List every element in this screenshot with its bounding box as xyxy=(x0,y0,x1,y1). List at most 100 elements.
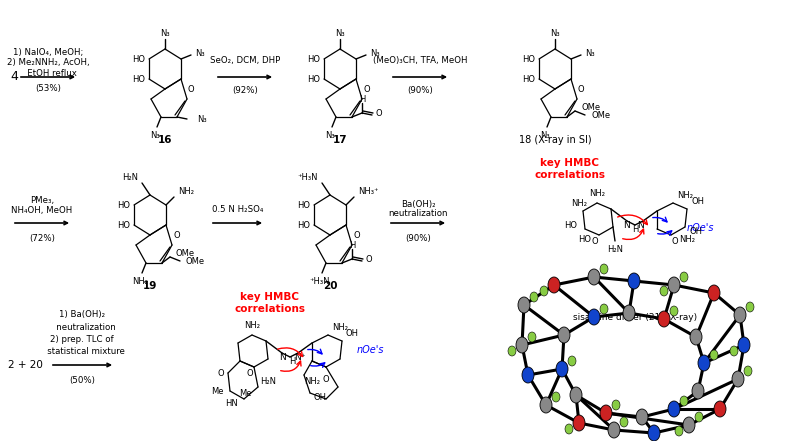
Ellipse shape xyxy=(530,292,538,302)
Text: HO: HO xyxy=(117,220,130,229)
Text: EtOH reflux: EtOH reflux xyxy=(19,68,77,78)
Ellipse shape xyxy=(600,264,608,274)
Ellipse shape xyxy=(708,285,720,301)
Text: (53%): (53%) xyxy=(35,83,61,93)
Ellipse shape xyxy=(734,307,746,323)
Text: NH₂: NH₂ xyxy=(571,198,587,208)
Text: HO: HO xyxy=(297,201,310,209)
Ellipse shape xyxy=(648,425,660,441)
Text: Ba(OH)₂: Ba(OH)₂ xyxy=(400,199,435,209)
Text: H₂N: H₂N xyxy=(260,377,276,385)
Text: key HMBC: key HMBC xyxy=(240,292,300,302)
Ellipse shape xyxy=(695,412,703,422)
Text: O: O xyxy=(217,369,224,377)
Ellipse shape xyxy=(612,400,620,410)
Text: NH₂: NH₂ xyxy=(178,187,194,195)
Text: N₃: N₃ xyxy=(160,29,170,37)
Text: 2) prep. TLC of: 2) prep. TLC of xyxy=(50,335,114,344)
Text: OH: OH xyxy=(346,329,359,337)
Ellipse shape xyxy=(623,305,635,321)
Text: (50%): (50%) xyxy=(69,377,95,385)
Text: NH₂: NH₂ xyxy=(244,321,260,329)
Text: OMe: OMe xyxy=(591,111,610,120)
Text: neutralization: neutralization xyxy=(48,322,116,332)
Text: N: N xyxy=(279,352,285,362)
Text: H₂N: H₂N xyxy=(607,244,623,254)
Text: ⁺H₃N: ⁺H₃N xyxy=(310,277,330,285)
Ellipse shape xyxy=(668,277,680,293)
Text: O: O xyxy=(173,231,179,239)
Text: H: H xyxy=(348,240,355,250)
Ellipse shape xyxy=(600,304,608,314)
Ellipse shape xyxy=(565,424,573,434)
Text: nOe's: nOe's xyxy=(686,223,714,233)
Ellipse shape xyxy=(710,350,718,360)
Ellipse shape xyxy=(540,286,548,296)
Ellipse shape xyxy=(508,346,516,356)
Text: neutralization: neutralization xyxy=(388,209,448,218)
Text: O: O xyxy=(353,231,360,239)
Ellipse shape xyxy=(516,337,528,353)
Ellipse shape xyxy=(540,397,552,413)
Ellipse shape xyxy=(668,401,680,417)
Text: N₃: N₃ xyxy=(325,131,335,139)
Ellipse shape xyxy=(683,417,695,433)
Ellipse shape xyxy=(738,337,750,353)
Ellipse shape xyxy=(556,361,568,377)
Text: PMe₃,: PMe₃, xyxy=(30,195,54,205)
Text: (MeO)₃CH, TFA, MeOH: (MeO)₃CH, TFA, MeOH xyxy=(372,56,467,64)
Text: HO: HO xyxy=(132,75,145,83)
Text: O: O xyxy=(592,236,598,246)
Text: N₃: N₃ xyxy=(197,115,207,123)
Text: O: O xyxy=(363,85,369,93)
Text: 19: 19 xyxy=(143,281,157,291)
Text: N₃: N₃ xyxy=(540,131,549,139)
Ellipse shape xyxy=(658,311,670,327)
Text: NH₂: NH₂ xyxy=(677,191,693,199)
Text: HN: HN xyxy=(225,399,238,407)
Text: OMe: OMe xyxy=(176,248,195,258)
Text: H₂N: H₂N xyxy=(122,172,138,182)
Ellipse shape xyxy=(636,409,648,425)
Ellipse shape xyxy=(620,417,628,427)
Text: NH₄OH, MeOH: NH₄OH, MeOH xyxy=(11,206,73,214)
Text: 2) Me₂NNH₂, AcOH,: 2) Me₂NNH₂, AcOH, xyxy=(6,57,90,67)
Text: NH₂: NH₂ xyxy=(332,322,348,332)
Ellipse shape xyxy=(744,366,752,376)
Text: O: O xyxy=(578,85,585,93)
Text: OMe: OMe xyxy=(581,102,600,112)
Text: (72%): (72%) xyxy=(29,233,55,243)
Ellipse shape xyxy=(680,272,688,282)
Text: correlations: correlations xyxy=(235,304,305,314)
Text: O: O xyxy=(247,369,253,377)
Ellipse shape xyxy=(608,422,620,438)
Text: correlations: correlations xyxy=(534,170,606,180)
Ellipse shape xyxy=(570,387,582,403)
Text: (90%): (90%) xyxy=(407,86,433,94)
Ellipse shape xyxy=(528,332,536,342)
Ellipse shape xyxy=(588,309,600,325)
Text: OH: OH xyxy=(314,392,327,401)
Text: (90%): (90%) xyxy=(405,233,431,243)
Ellipse shape xyxy=(600,405,612,421)
Text: N: N xyxy=(624,220,630,229)
Ellipse shape xyxy=(552,392,560,402)
Text: NH₂: NH₂ xyxy=(589,188,605,198)
Text: statistical mixture: statistical mixture xyxy=(39,347,125,355)
Text: N₃: N₃ xyxy=(585,49,594,57)
Ellipse shape xyxy=(548,277,560,293)
Text: 1) NaIO₄, MeOH;: 1) NaIO₄, MeOH; xyxy=(13,48,83,56)
Text: OH: OH xyxy=(689,227,702,235)
Text: O: O xyxy=(188,85,195,93)
Text: ⁺H₃N: ⁺H₃N xyxy=(297,172,318,182)
Ellipse shape xyxy=(522,367,534,383)
Text: N₃: N₃ xyxy=(195,49,204,57)
Ellipse shape xyxy=(660,286,668,296)
Ellipse shape xyxy=(675,426,683,436)
Text: O: O xyxy=(366,254,372,264)
Text: H: H xyxy=(359,94,365,104)
Text: SeO₂, DCM, DHP: SeO₂, DCM, DHP xyxy=(210,56,280,64)
Ellipse shape xyxy=(690,329,702,345)
Text: 1) Ba(OH)₂: 1) Ba(OH)₂ xyxy=(59,310,105,319)
Text: N⁺: N⁺ xyxy=(638,220,649,229)
